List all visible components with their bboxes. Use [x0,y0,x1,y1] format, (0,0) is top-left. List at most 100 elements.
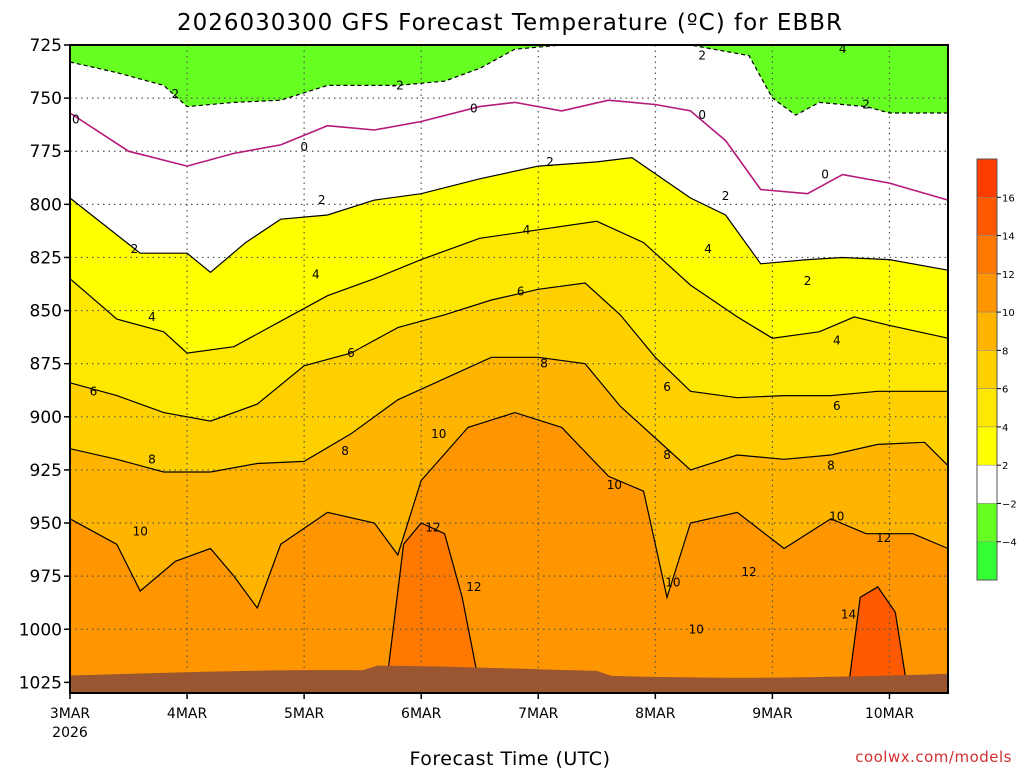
contour-label: 2 [804,274,812,288]
x-tick-label: 3MAR [50,706,91,722]
y-tick-label: 875 [30,355,62,375]
contour-label: 8 [827,459,835,473]
colorbar-bin [976,388,998,428]
y-tick-label: 900 [30,408,62,428]
colorbar-bin [976,464,998,504]
y-tick-label: 775 [30,142,62,162]
band-bubble-12 [386,523,480,687]
x-tick-label: 9MAR [752,706,793,722]
contour-label: 0 [698,108,706,122]
contour-label: 2 [862,97,870,111]
contour-label: 8 [540,357,548,371]
isotherm-2 [69,156,949,274]
x-axis: 3MAR 2026 4MAR 5MAR 6MAR 7MAR 8MAR 9MAR 10MAR [50,693,914,741]
colorbar-tick-label: 12 [1002,270,1015,281]
plot-area: -2 2 4 2 2 0 0 0 0 0 2 2 2 2 2 4 4 4 4 4 6 6 6 6 6 8 8 8 8 8 10 10 10 10 1… [69,42,949,694]
colorbar-bin [976,426,998,466]
contour-label: 4 [833,333,841,347]
x-tick-label: 6MAR [401,706,442,722]
x-axis-label: Forecast Time (UTC) [410,748,611,768]
colorbar-bin [976,235,998,275]
colorbar-bin [976,273,998,313]
contour-label: 6 [833,399,841,413]
contour-label: 8 [341,444,349,458]
isotherm-14 [847,585,908,687]
plot-frame [69,44,949,694]
x-tick-year: 2026 [52,725,88,741]
contour-label: 4 [148,310,156,324]
contour-label: 10 [607,478,622,492]
contour-label: 10 [431,427,446,441]
y-tick-label: 950 [30,514,62,534]
contour-label: 0 [72,112,80,126]
y-tick-label: 1000 [19,620,62,640]
contour-label: 2 [172,87,180,101]
contour-label: 6 [90,384,98,398]
y-tick-label: 750 [30,89,62,109]
isotherm-contours [69,44,949,687]
contour-label: 6 [663,380,671,394]
y-tick-label: 1025 [19,673,62,693]
credit-text: coolwx.com/models [855,748,1012,766]
isotherm-0 [69,99,949,201]
colorbar: 16 14 12 10 8 6 4 2 −2 −4 [976,158,1017,581]
chart-title: 2026030300 GFS Forecast Temperature (ºC)… [177,10,843,36]
contour-label: 4 [312,267,320,281]
colorbar-bin [976,197,998,236]
contour-label: 8 [663,448,671,462]
colorbar-tick-label: 16 [1002,193,1015,204]
isotherm--2 [69,44,948,116]
contour-label: 4 [523,223,531,237]
contour-label: 4 [839,42,847,56]
contour-label: 12 [876,531,891,545]
isotherm-4 [69,220,949,354]
contour-label: 6 [517,284,525,298]
contour-label: 10 [689,622,704,636]
contour-label: 0 [300,140,308,154]
colorbar-bin [976,158,998,198]
colorbar-tick-label: 14 [1002,232,1015,243]
y-tick-label: 850 [30,302,62,322]
band-bubble-14 [848,586,907,687]
colorbar-tick-label: 4 [1002,423,1008,434]
isotherm-6 [69,282,948,422]
contour-label: 6 [347,346,355,360]
colorbar-tick-label: −4 [1002,538,1017,549]
isotherm-8 [69,356,949,473]
y-tick-label: 975 [30,567,62,587]
y-tick-label: 825 [30,248,62,268]
x-tick-label: 5MAR [284,706,325,722]
contour-label: 12 [425,520,440,534]
contour-label: 14 [841,607,856,621]
y-tick-label: 925 [30,461,62,481]
colorbar-bin [976,311,998,351]
x-tick-label: 10MAR [865,706,914,722]
x-tick-label: 4MAR [167,706,208,722]
contour-label: 10 [133,525,148,539]
isotherm-12 [385,522,481,687]
contour-label: 4 [704,242,712,256]
colorbar-frame [976,158,998,581]
temperature-fill-bands [70,45,948,693]
contour-label: 8 [148,452,156,466]
contour-labels: -2 2 4 2 2 0 0 0 0 0 2 2 2 2 2 4 4 4 4 4 6 6 6 6 6 8 8 8 8 8 10 10 10 10 1… [72,42,891,636]
colorbar-bin [976,503,998,542]
isotherm-10 [69,411,949,610]
contour-label: 12 [741,565,756,579]
colorbar-tick-label: 6 [1002,385,1008,396]
y-tick-label: 725 [30,36,62,56]
ground-surface [70,665,948,693]
contour-label: 2 [698,49,706,63]
colorbar-bin [976,541,998,581]
contour-label: 2 [722,189,730,203]
contour-label: -2 [392,78,404,92]
contour-label: 12 [466,580,481,594]
x-tick-label: 7MAR [518,706,559,722]
band-above--2 [70,45,948,116]
colorbar-tick-label: 8 [1002,346,1008,357]
x-tick-label: 8MAR [635,706,676,722]
y-axis: 725 750 775 800 825 850 875 900 925 950 975 1000 102… [19,36,70,693]
contour-label: 2 [131,242,139,256]
colorbar-bin [976,350,998,389]
